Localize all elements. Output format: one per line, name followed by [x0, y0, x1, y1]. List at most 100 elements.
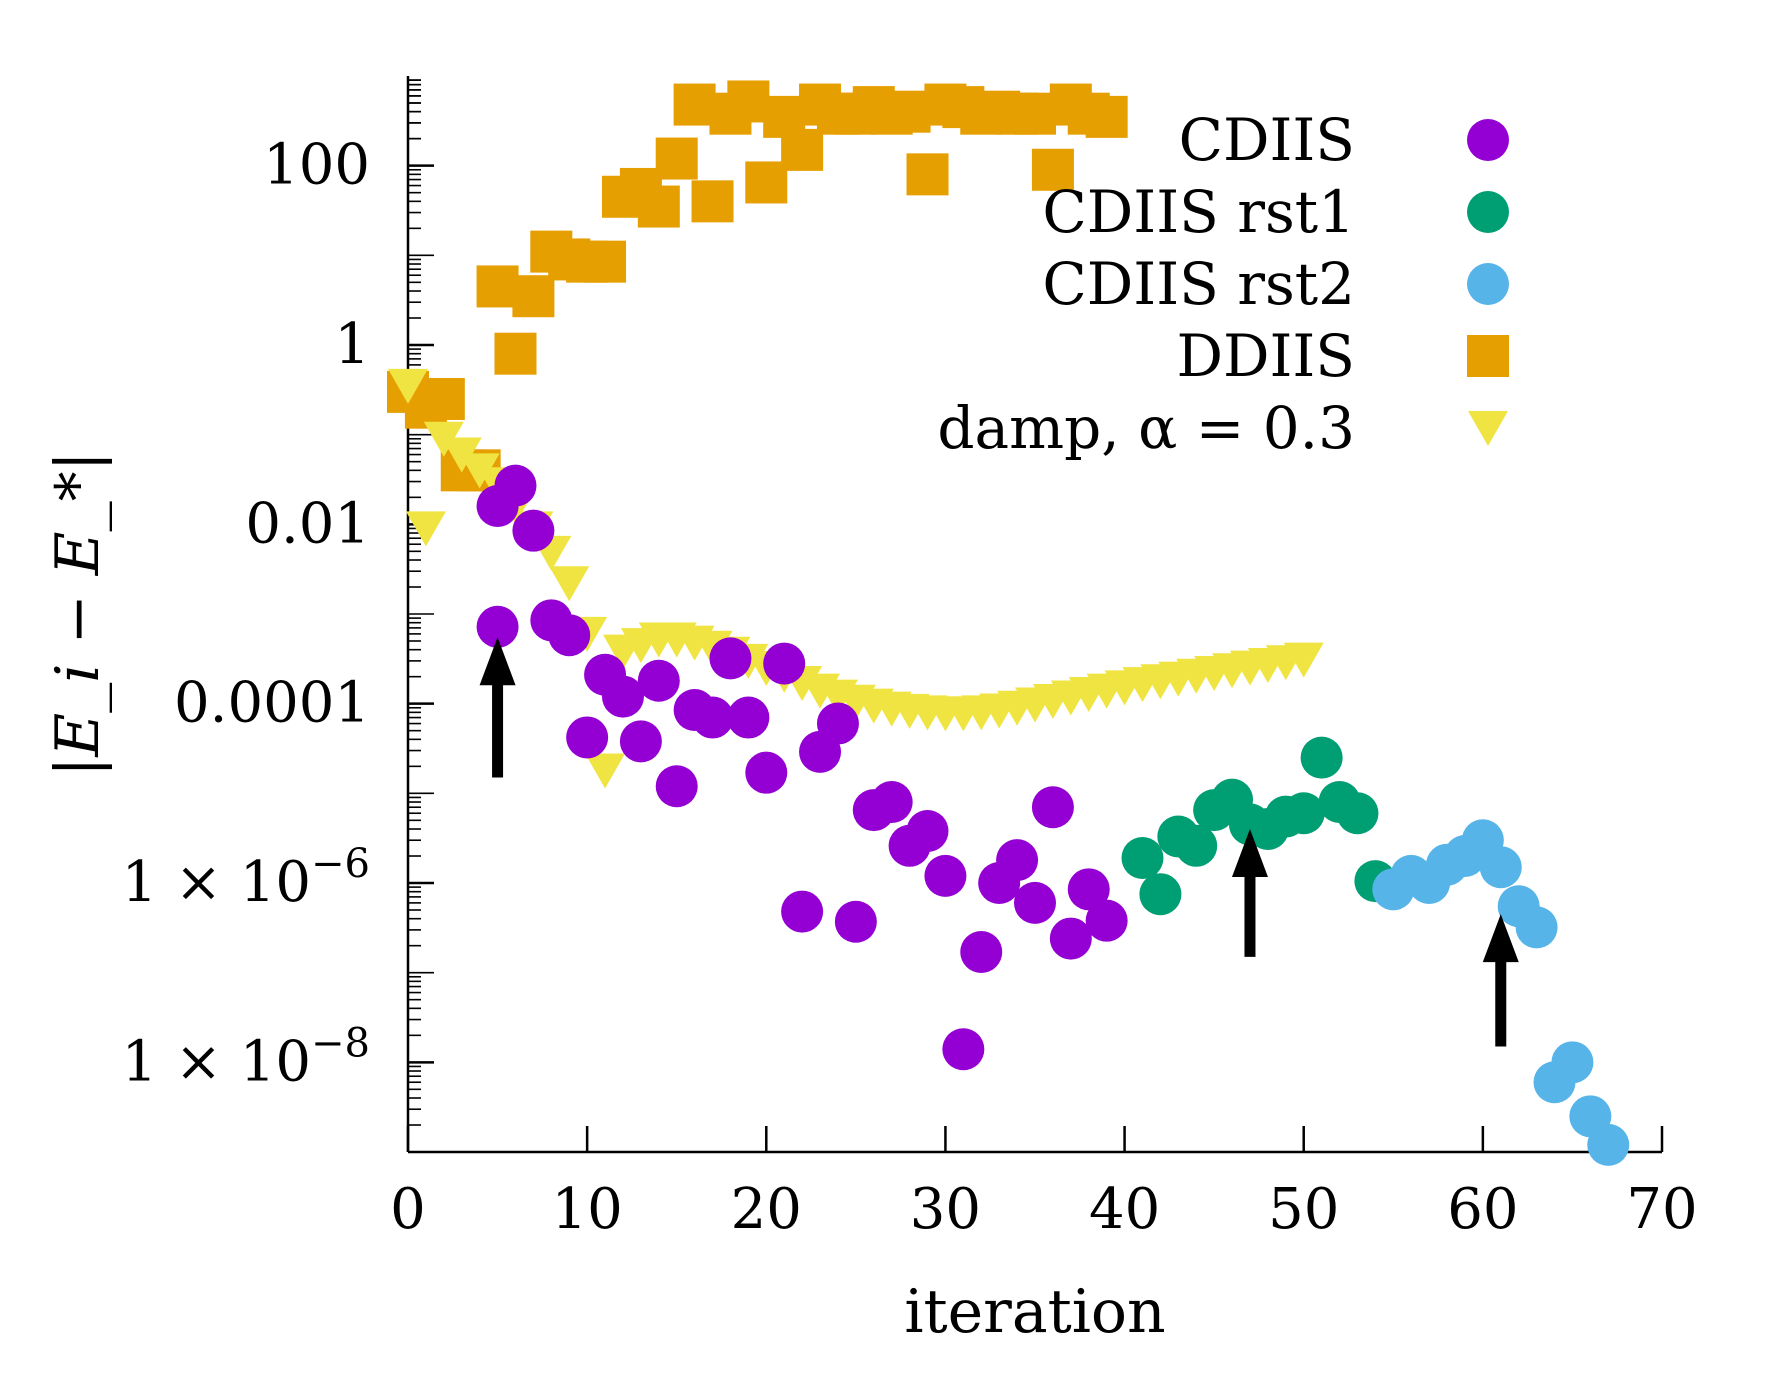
y-tick-mantissa: 0.0001 — [174, 671, 370, 736]
x-tick-label: 0 — [390, 1177, 426, 1242]
data-point — [1479, 846, 1522, 889]
legend-marker — [1467, 263, 1509, 305]
data-point — [727, 80, 770, 123]
data-point — [476, 605, 519, 648]
data-point — [1336, 792, 1379, 835]
y-tick-label: 0.0001 — [174, 671, 370, 736]
data-point — [870, 781, 913, 824]
data-point — [1282, 792, 1325, 835]
x-tick-label: 20 — [731, 1177, 802, 1242]
x-axis-label: iteration — [904, 1277, 1165, 1347]
data-point — [960, 931, 1003, 974]
data-point — [512, 275, 555, 318]
data-point — [1300, 736, 1343, 779]
data-point — [673, 83, 716, 126]
legend-marker — [1467, 119, 1509, 161]
data-point — [1551, 1041, 1594, 1084]
y-tick-mantissa: 0.01 — [245, 491, 370, 556]
data-point — [1031, 148, 1074, 191]
data-point — [548, 614, 591, 657]
data-point — [727, 696, 770, 739]
data-point — [637, 659, 680, 702]
data-point — [888, 90, 931, 133]
y-tick-mantissa: 100 — [263, 133, 370, 198]
data-point — [942, 1028, 985, 1071]
data-point — [709, 637, 752, 680]
legend-label: CDIIS — [1179, 106, 1355, 174]
arrow-head — [1231, 829, 1268, 878]
y-tick-exponent: −8 — [311, 1020, 370, 1066]
y-tick-label: 1 × 10−6 — [122, 841, 370, 915]
data-point — [1139, 873, 1182, 916]
data-point — [655, 765, 698, 808]
data-point — [1085, 95, 1128, 138]
data-point — [637, 185, 680, 228]
data-point — [566, 716, 609, 759]
data-point — [691, 180, 734, 223]
data-point — [924, 854, 967, 897]
y-tick-mantissa: 1 × 10 — [122, 850, 311, 915]
data-point — [1587, 1123, 1630, 1166]
y-tick-mantissa: 1 — [334, 312, 370, 377]
series-circle — [476, 464, 1128, 1071]
legend-marker — [1467, 191, 1509, 233]
data-point — [476, 265, 519, 308]
data-point — [1014, 92, 1056, 135]
legend-marker — [1468, 411, 1508, 446]
y-tick-label: 1 — [334, 312, 370, 377]
arrow-head — [1482, 914, 1519, 963]
data-point — [745, 161, 788, 204]
x-tick-label: 30 — [910, 1177, 981, 1242]
x-tick-label: 60 — [1447, 1177, 1518, 1242]
data-point — [781, 128, 824, 171]
data-point — [388, 368, 428, 404]
data-point — [494, 464, 537, 507]
y-tick-mantissa: 1 × 10 — [122, 1029, 311, 1094]
data-point — [405, 511, 446, 547]
y-tick-label: 0.01 — [245, 491, 370, 556]
legend-label: CDIIS rst1 — [1042, 178, 1355, 246]
data-point — [655, 137, 698, 180]
legend-label: CDIIS rst2 — [1042, 250, 1355, 318]
data-point — [1515, 906, 1558, 949]
data-point — [1175, 824, 1218, 867]
data-point — [619, 720, 662, 763]
series-circle — [1121, 736, 1397, 916]
data-point — [906, 153, 949, 196]
data-point — [996, 839, 1039, 882]
data-point — [1014, 881, 1056, 924]
legend-label: DDIIS — [1176, 322, 1355, 390]
data-point — [1283, 642, 1324, 678]
data-point — [512, 509, 555, 552]
y-axis-label: |E_i − E_*| — [43, 451, 113, 777]
data-point — [763, 642, 806, 685]
data-point — [494, 332, 537, 375]
restart-arrows — [479, 637, 1519, 1047]
x-tick-label: 70 — [1626, 1177, 1697, 1242]
data-point — [549, 566, 590, 602]
x-tick-label: 10 — [552, 1177, 623, 1242]
data-point — [816, 702, 859, 745]
data-point — [422, 377, 465, 420]
data-point — [834, 900, 877, 943]
x-tick-label: 50 — [1268, 1177, 1339, 1242]
y-tick-label: 100 — [263, 133, 370, 198]
data-point — [781, 890, 824, 933]
data-point — [585, 753, 626, 789]
data-point — [1031, 786, 1074, 829]
y-tick-exponent: −6 — [311, 841, 370, 887]
data-point — [1085, 899, 1128, 942]
data-point — [1049, 917, 1092, 960]
legend-marker — [1467, 335, 1509, 377]
legend-label: damp, α = 0.3 — [937, 394, 1355, 462]
y-tick-label: 1 × 10−8 — [122, 1020, 370, 1094]
data-point — [1067, 868, 1110, 911]
arrow-head — [479, 637, 516, 686]
x-tick-label: 40 — [1089, 1177, 1160, 1242]
data-point — [1121, 837, 1164, 880]
data-point — [691, 696, 734, 739]
data-point — [906, 810, 949, 853]
